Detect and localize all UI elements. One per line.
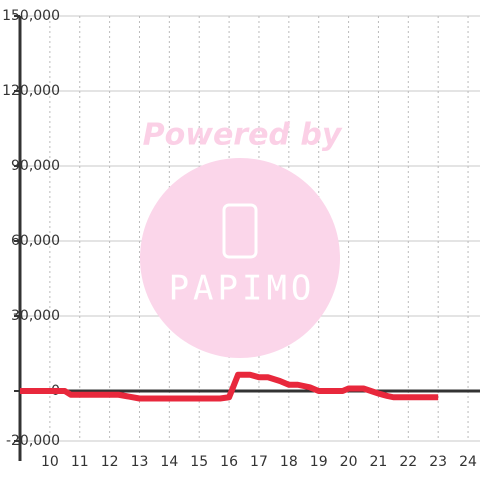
- x-tick-label: 17: [250, 454, 268, 470]
- watermark-icon: [222, 203, 258, 259]
- x-tick-label: 22: [399, 454, 417, 470]
- watermark: Powered by PAPIMO: [140, 118, 343, 358]
- x-tick-label: 16: [220, 454, 238, 470]
- x-tick-label: 23: [429, 454, 447, 470]
- x-tick-label: 21: [370, 454, 388, 470]
- data-line: [20, 371, 439, 402]
- x-tick-label: 13: [131, 454, 149, 470]
- x-tick-label: 24: [459, 454, 477, 470]
- x-tick-label: 15: [190, 454, 208, 470]
- watermark-text: Powered by: [143, 118, 343, 153]
- y-tick-label: 150,000: [2, 8, 60, 24]
- y-tick-label: -20,000: [6, 433, 60, 449]
- x-tick-label: 12: [101, 454, 119, 470]
- y-tick-label: 90,000: [11, 158, 60, 174]
- x-tick-label: 14: [160, 454, 178, 470]
- y-tick-label: 60,000: [11, 233, 60, 249]
- x-tick-label: 11: [71, 454, 89, 470]
- y-tick-label: 30,000: [11, 308, 60, 324]
- x-tick-label: 10: [41, 454, 59, 470]
- x-tick-label: 18: [280, 454, 298, 470]
- y-tick-label: 120,000: [2, 83, 60, 99]
- x-tick-label: 20: [340, 454, 358, 470]
- x-tick-label: 19: [310, 454, 328, 470]
- watermark-logo: PAPIMO: [169, 269, 316, 309]
